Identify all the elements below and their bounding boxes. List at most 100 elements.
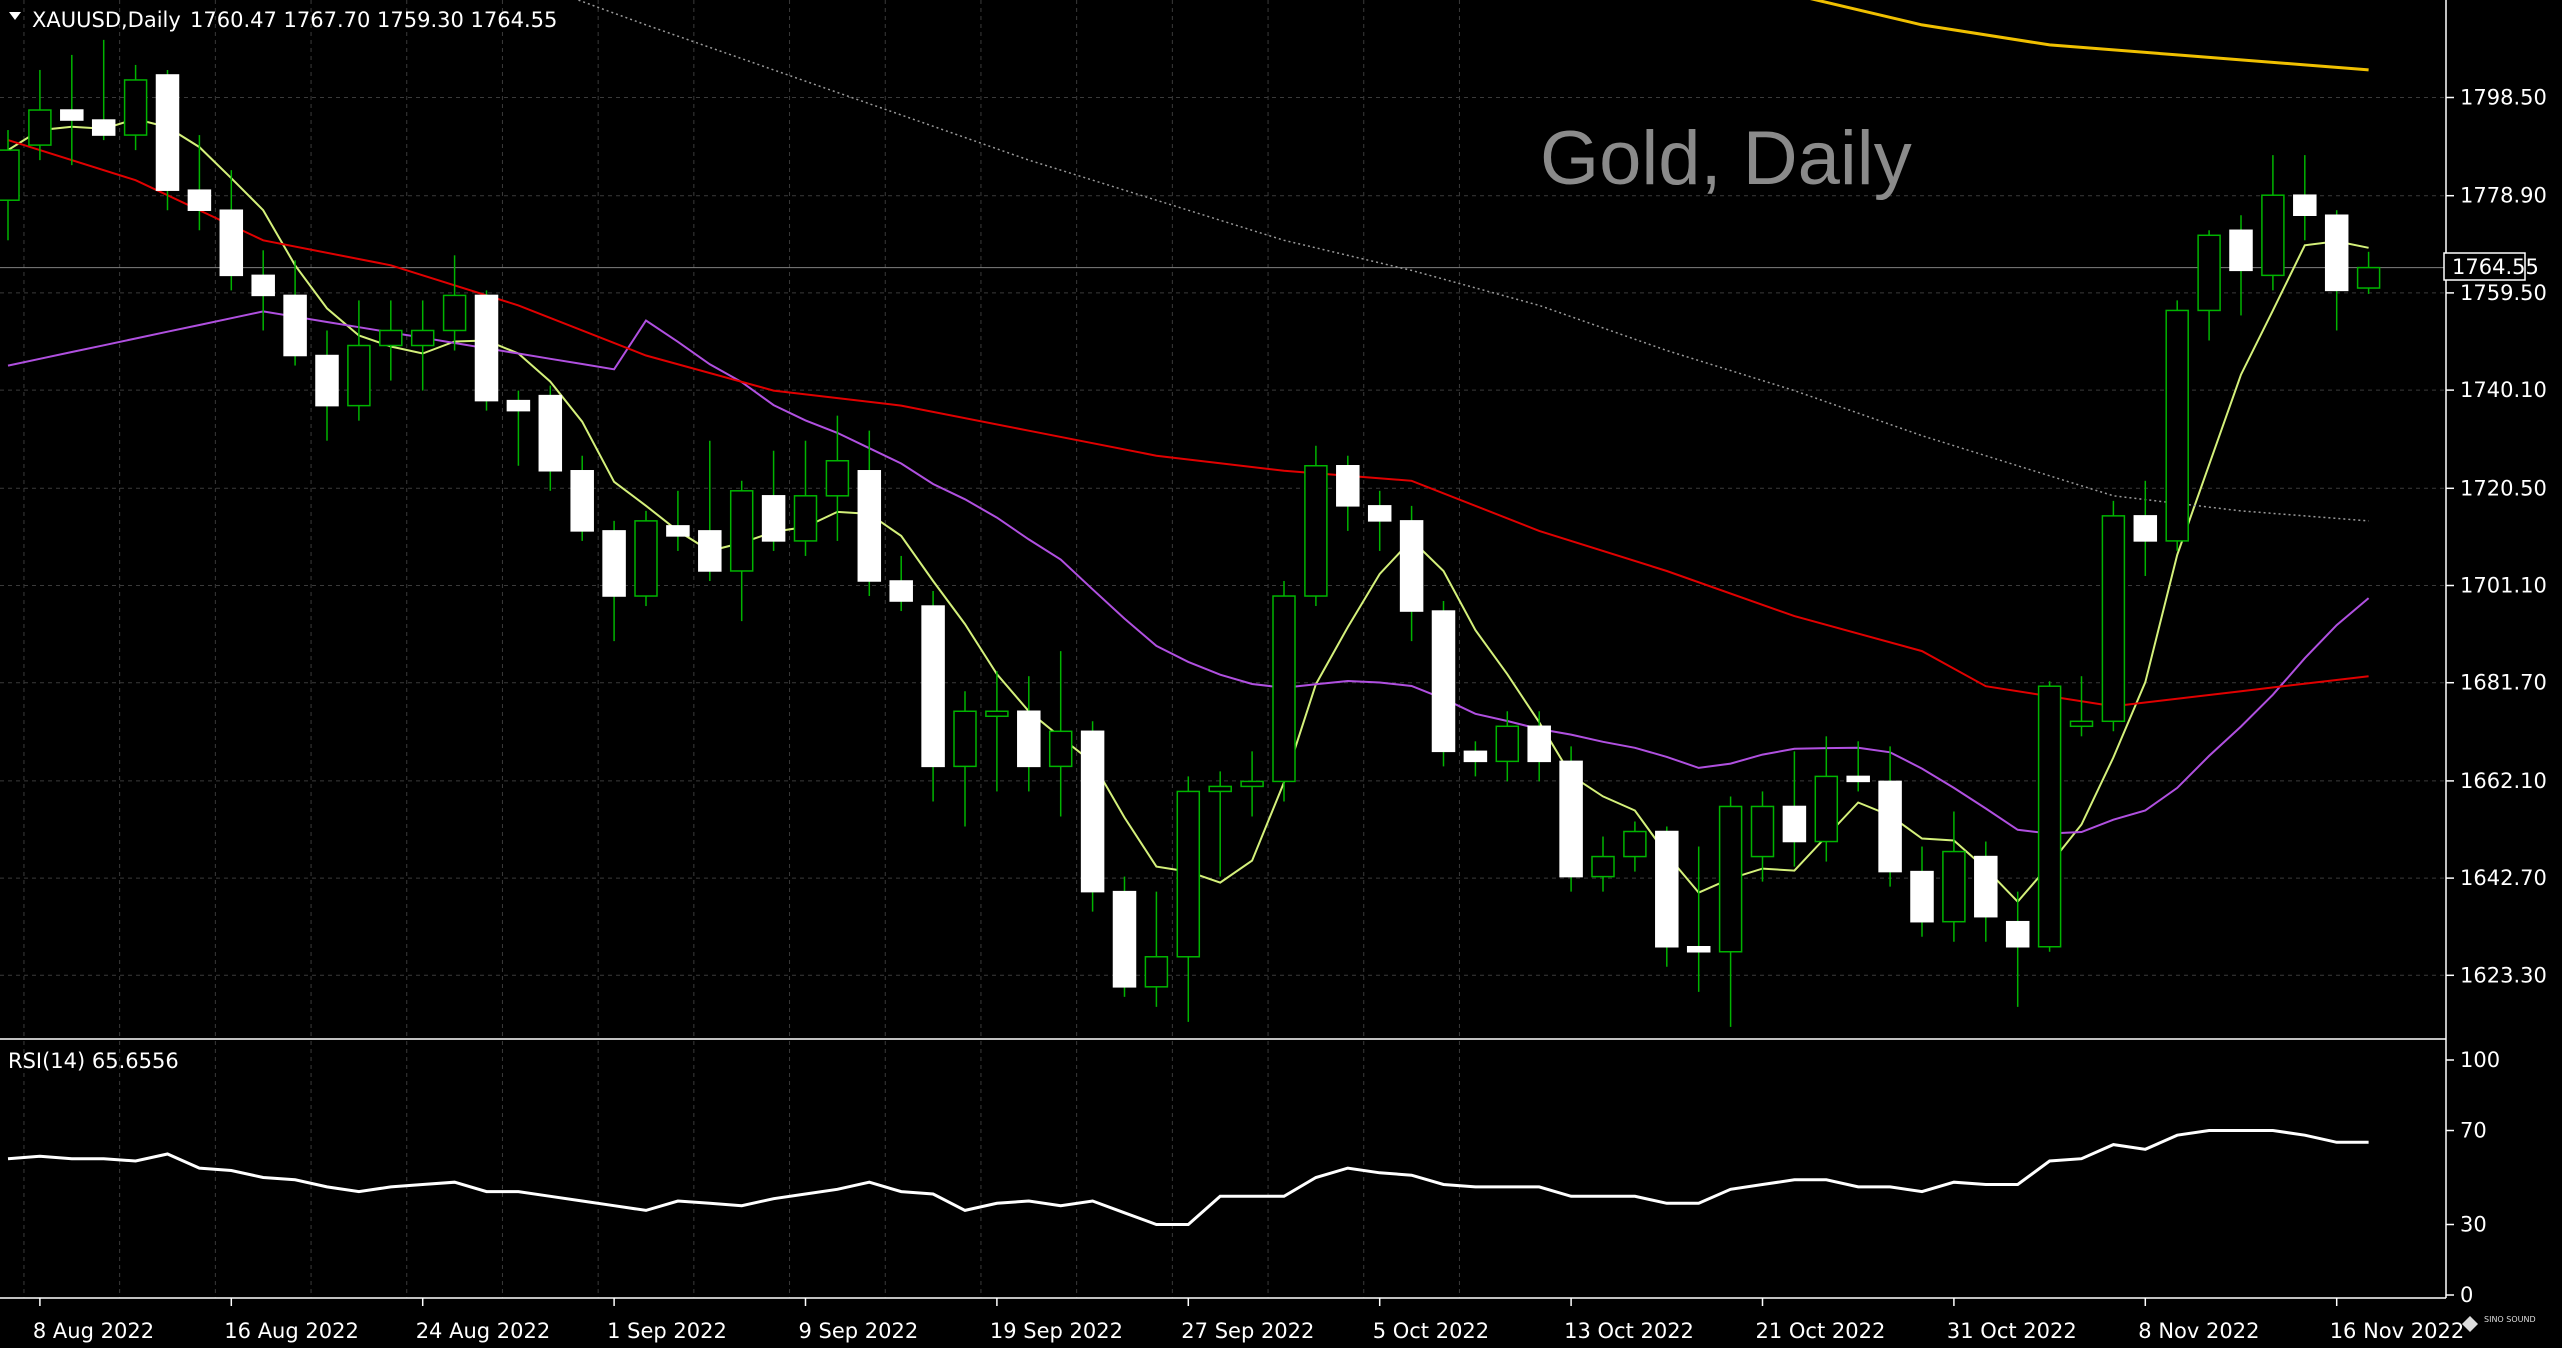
candle-body-bull[interactable] xyxy=(1144,956,1169,988)
candle[interactable] xyxy=(985,671,1009,792)
candle[interactable] xyxy=(1910,846,1934,937)
candle[interactable] xyxy=(1814,736,1839,862)
candle[interactable] xyxy=(1208,771,1232,877)
candle[interactable] xyxy=(2101,500,2126,732)
candle[interactable] xyxy=(1527,711,1551,782)
candle[interactable] xyxy=(474,290,499,411)
candle-body-bear[interactable] xyxy=(921,605,945,768)
candle[interactable] xyxy=(1846,741,1870,792)
candle[interactable] xyxy=(91,39,116,141)
candle[interactable] xyxy=(602,520,626,642)
candle[interactable] xyxy=(1336,455,1360,531)
candle[interactable] xyxy=(315,330,339,441)
candle[interactable] xyxy=(1272,580,1296,802)
candles[interactable] xyxy=(0,39,2381,1027)
candle-body-bear[interactable] xyxy=(1910,870,1934,923)
candle[interactable] xyxy=(2356,251,2381,294)
candle-body-bear[interactable] xyxy=(155,74,180,191)
candle-body-bull[interactable] xyxy=(1814,775,1839,843)
candle[interactable] xyxy=(1431,601,1456,767)
candle[interactable] xyxy=(1112,876,1137,997)
candle-body-bear[interactable] xyxy=(698,530,722,572)
candle[interactable] xyxy=(1495,711,1520,782)
candle-body-bear[interactable] xyxy=(60,109,84,121)
candle-body-bear[interactable] xyxy=(1336,465,1360,507)
candle[interactable] xyxy=(1463,741,1488,777)
candle[interactable] xyxy=(1399,505,1424,642)
candle[interactable] xyxy=(1686,846,1711,992)
candle-body-bull[interactable] xyxy=(2165,309,2189,542)
candle[interactable] xyxy=(1176,776,1201,1022)
candle-body-bear[interactable] xyxy=(889,580,913,602)
candle-body-bear[interactable] xyxy=(1878,780,1902,873)
candle[interactable] xyxy=(857,430,882,597)
candle-body-bear[interactable] xyxy=(2229,229,2253,272)
candle[interactable] xyxy=(666,490,690,551)
candle[interactable] xyxy=(187,135,212,231)
candle[interactable] xyxy=(1304,445,1328,607)
candle[interactable] xyxy=(2165,300,2189,551)
candle-body-bull[interactable] xyxy=(2069,720,2094,728)
candle-body-bear[interactable] xyxy=(1112,890,1137,988)
candle-body-bull[interactable] xyxy=(2356,266,2381,289)
candle[interactable] xyxy=(793,440,818,556)
candle-body-bull[interactable] xyxy=(1176,790,1201,958)
candle[interactable] xyxy=(1974,841,1998,942)
candle-body-bull[interactable] xyxy=(2197,234,2221,312)
candle-body-bear[interactable] xyxy=(219,209,244,277)
candle-body-bear[interactable] xyxy=(315,354,339,407)
candle-body-bear[interactable] xyxy=(2005,920,2030,948)
candle[interactable] xyxy=(2261,155,2285,291)
candle-body-bear[interactable] xyxy=(1686,945,1711,953)
candle[interactable] xyxy=(506,390,531,466)
candle[interactable] xyxy=(1144,891,1169,1007)
candle-body-bull[interactable] xyxy=(0,149,20,201)
candle-body-bull[interactable] xyxy=(825,459,850,497)
candle[interactable] xyxy=(1240,751,1264,817)
candle[interactable] xyxy=(2197,230,2221,341)
candle-body-bull[interactable] xyxy=(634,520,658,597)
candle[interactable] xyxy=(410,300,435,391)
candle-body-bull[interactable] xyxy=(1591,855,1615,878)
candle[interactable] xyxy=(1942,811,1966,942)
candle[interactable] xyxy=(570,455,594,541)
candle-body-bear[interactable] xyxy=(1974,855,1998,918)
candle-body-bear[interactable] xyxy=(761,495,786,542)
candle[interactable] xyxy=(1655,826,1679,967)
candle[interactable] xyxy=(60,54,84,166)
candle-body-bear[interactable] xyxy=(1017,710,1041,768)
candle[interactable] xyxy=(28,69,52,161)
candle[interactable] xyxy=(347,300,371,421)
candle[interactable] xyxy=(2005,891,2030,1007)
candle-body-bear[interactable] xyxy=(1655,830,1679,948)
candle-body-bull[interactable] xyxy=(123,79,148,136)
candle-body-bull[interactable] xyxy=(28,109,52,146)
candle[interactable] xyxy=(155,69,180,211)
candle-body-bull[interactable] xyxy=(2101,515,2126,723)
triangle-down-icon[interactable] xyxy=(9,12,21,20)
candle-body-bear[interactable] xyxy=(538,394,563,472)
candle[interactable] xyxy=(634,510,658,607)
candle[interactable] xyxy=(379,300,403,381)
candle-body-bull[interactable] xyxy=(1750,805,1775,858)
candle-body-bear[interactable] xyxy=(1559,760,1583,878)
candle[interactable] xyxy=(283,260,307,366)
candle-body-bear[interactable] xyxy=(187,189,212,211)
candle-body-bull[interactable] xyxy=(1942,850,1966,923)
candle[interactable] xyxy=(2229,215,2253,316)
candle[interactable] xyxy=(538,385,563,491)
candle-body-bull[interactable] xyxy=(410,329,435,347)
candle-body-bear[interactable] xyxy=(1846,775,1870,783)
candle-body-bull[interactable] xyxy=(1272,595,1296,783)
candle-body-bear[interactable] xyxy=(1527,725,1551,763)
candle-body-bear[interactable] xyxy=(91,119,116,136)
candle[interactable] xyxy=(2324,210,2349,331)
candle[interactable] xyxy=(1559,746,1583,892)
candle[interactable] xyxy=(251,250,275,331)
candle[interactable] xyxy=(2293,155,2317,241)
candle-body-bull[interactable] xyxy=(1623,830,1647,858)
candle-body-bull[interactable] xyxy=(347,344,371,407)
candle-body-bull[interactable] xyxy=(2261,194,2285,277)
candle-body-bull[interactable] xyxy=(442,294,467,332)
candle-body-bear[interactable] xyxy=(2324,214,2349,292)
